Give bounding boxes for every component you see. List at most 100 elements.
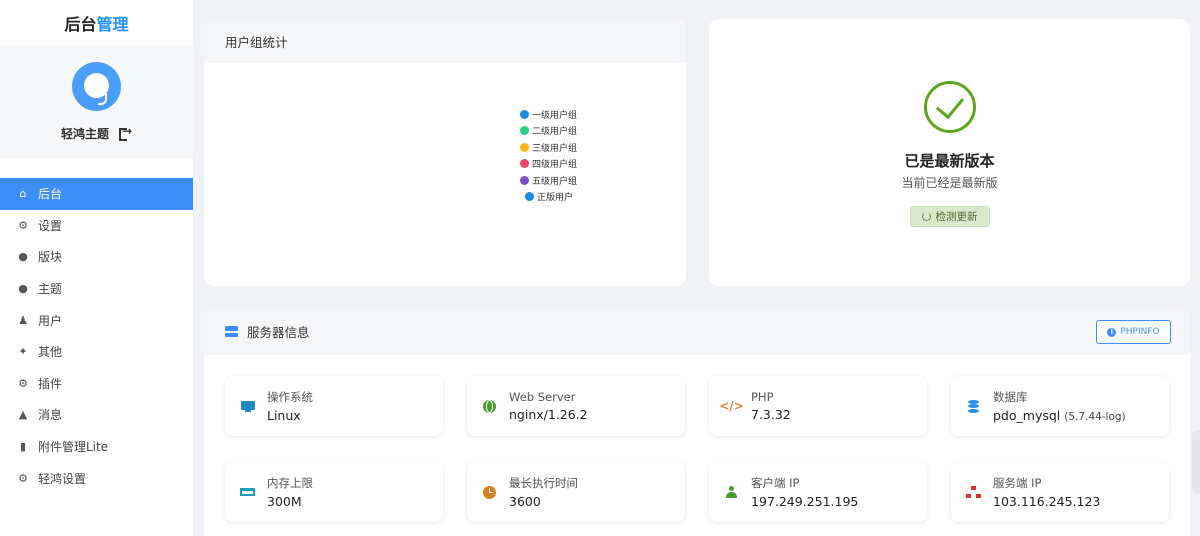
- sidebar-nav: ⌂ 后台 ⚙ 设置 ● 版块 ● 主题 ♟ 用户 ✦ 其他 ⚙ 插件 ▲ 消息: [0, 178, 193, 494]
- legend-item[interactable]: 三级用户组: [520, 139, 577, 156]
- stat-value: nginx/1.26.2: [509, 407, 588, 422]
- legend-label: 正版用户: [537, 193, 574, 204]
- sidebar-item-messages[interactable]: ▲ 消息: [0, 399, 193, 431]
- stat-os: 操作系统 Linux: [225, 376, 443, 436]
- user-icon: [724, 485, 739, 499]
- sidebar-item-label: 版块: [38, 250, 63, 265]
- legend-dot: [520, 175, 529, 185]
- sidebar-item-plugins[interactable]: ⚙ 插件: [0, 368, 193, 400]
- legend-label: 二级用户组: [532, 127, 578, 138]
- legend-dot: [520, 159, 529, 169]
- brand-part2: 管理: [96, 14, 129, 34]
- logout-icon[interactable]: [119, 124, 132, 141]
- legend-item[interactable]: 二级用户组: [520, 123, 577, 140]
- avatar[interactable]: [72, 62, 121, 111]
- legend-dot: [520, 109, 529, 119]
- legend-item[interactable]: 四级用户组: [520, 156, 577, 173]
- stat-value-main: pdo_mysql: [993, 408, 1061, 423]
- legend-label: 五级用户组: [532, 176, 578, 187]
- sidebar-item-attachments[interactable]: ▮ 附件管理Lite: [0, 431, 193, 463]
- server-icon: [225, 326, 238, 337]
- check-update-button[interactable]: 检测更新: [909, 206, 990, 227]
- sidebar-item-theme-settings[interactable]: ⚙ 轻鸿设置: [0, 462, 193, 494]
- stat-value: 300M: [267, 494, 302, 509]
- usergroup-card-title: 用户组统计: [204, 19, 686, 63]
- sidebar-item-other[interactable]: ✦ 其他: [0, 336, 193, 368]
- gear-icon: ⚙: [18, 471, 28, 485]
- sidebar-item-label: 用户: [38, 313, 63, 328]
- stat-value: 197.249.251.195: [751, 494, 859, 509]
- bell-icon: ▲: [18, 408, 28, 422]
- clock-icon: [482, 485, 497, 499]
- sidebar-item-dashboard[interactable]: ⌂ 后台: [0, 178, 193, 210]
- check-update-label: 检测更新: [935, 211, 978, 223]
- stat-memory-limit: 内存上限 300M: [225, 462, 443, 522]
- stat-label: 客户端 IP: [751, 476, 800, 490]
- stat-client-ip: 客户端 IP 197.249.251.195: [709, 462, 927, 522]
- server-info-card: 服务器信息 i PHPINFO 操作系统 Linux Web Server ng…: [204, 308, 1190, 536]
- stat-php: </> PHP 7.3.32: [709, 376, 927, 436]
- sidebar-item-forums[interactable]: ● 版块: [0, 241, 193, 273]
- version-card: 已是最新版本 当前已经是最新版 检测更新: [709, 19, 1190, 286]
- version-title: 已是最新版本: [904, 152, 995, 170]
- stat-value: pdo_mysql (5.7.44-log): [993, 408, 1126, 423]
- monitor-icon: [240, 400, 255, 412]
- stat-label: 最长执行时间: [509, 476, 578, 490]
- sidebar-item-label: 其他: [38, 345, 63, 360]
- sidebar-item-threads[interactable]: ● 主题: [0, 273, 193, 305]
- stat-label: 操作系统: [267, 390, 313, 404]
- sidebar-item-label: 设置: [38, 218, 63, 233]
- sidebar-item-label: 主题: [38, 282, 63, 297]
- legend-dot: [520, 126, 529, 136]
- sidebar-item-label: 轻鸿设置: [38, 471, 87, 486]
- phpinfo-button[interactable]: i PHPINFO: [1096, 320, 1171, 344]
- server-info-title: 服务器信息: [247, 325, 310, 340]
- stat-label: PHP: [751, 390, 774, 404]
- network-icon: [966, 486, 981, 498]
- phpinfo-label: PHPINFO: [1120, 327, 1160, 337]
- legend-dot: [525, 192, 534, 202]
- legend-dot: [520, 142, 529, 152]
- usergroup-card: 用户组统计 一级用户组 二级用户组 三级用户组 四级用户组 五级用户组 正版用户: [204, 19, 686, 286]
- stat-web-server: Web Server nginx/1.26.2: [467, 376, 685, 436]
- stat-database: 数据库 pdo_mysql (5.7.44-log): [951, 376, 1169, 436]
- brand-part1: 后台: [64, 14, 97, 34]
- stat-server-ip: 服务端 IP 103.116.245.123: [951, 462, 1169, 522]
- legend-label: 三级用户组: [532, 143, 578, 154]
- stat-label: 服务端 IP: [993, 476, 1042, 490]
- wrench-icon: ✦: [18, 345, 28, 359]
- stat-label: Web Server: [509, 390, 576, 404]
- comment-icon: ●: [18, 282, 28, 296]
- file-icon: ▮: [19, 440, 27, 454]
- home-icon: ⌂: [19, 187, 27, 201]
- legend-label: 一级用户组: [532, 110, 578, 121]
- info-icon: i: [1107, 327, 1117, 337]
- version-subtitle: 当前已经是最新版: [901, 176, 998, 190]
- database-icon: [966, 399, 981, 413]
- profile-panel: 轻鸿主题: [0, 45, 193, 159]
- server-info-header: 服务器信息: [204, 308, 1190, 355]
- stat-max-execution-time: 最长执行时间 3600: [467, 462, 685, 522]
- floating-side-tab[interactable]: [1192, 430, 1200, 494]
- stat-value: 103.116.245.123: [993, 494, 1101, 509]
- legend-item[interactable]: 正版用户: [520, 189, 577, 206]
- gear-icon: ⚙: [18, 218, 28, 232]
- legend-item[interactable]: 一级用户组: [520, 106, 577, 123]
- legend-label: 四级用户组: [532, 160, 578, 171]
- stat-label: 内存上限: [267, 476, 313, 490]
- brand-logo[interactable]: 后台 管理: [0, 0, 193, 45]
- usergroup-legend: 一级用户组 二级用户组 三级用户组 四级用户组 五级用户组 正版用户: [520, 106, 577, 205]
- check-circle-icon: [923, 81, 976, 133]
- comment-icon: ●: [18, 250, 28, 264]
- sidebar-item-users[interactable]: ♟ 用户: [0, 304, 193, 336]
- memory-icon: [240, 488, 255, 496]
- sidebar-item-label: 插件: [38, 376, 63, 391]
- stat-value: 3600: [509, 494, 541, 509]
- legend-item[interactable]: 五级用户组: [520, 172, 577, 189]
- profile-name: 轻鸿主题: [60, 127, 109, 141]
- refresh-icon: [921, 212, 931, 221]
- stat-value: Linux: [267, 408, 301, 423]
- sidebar-item-settings[interactable]: ⚙ 设置: [0, 210, 193, 242]
- stat-label: 数据库: [993, 390, 1028, 404]
